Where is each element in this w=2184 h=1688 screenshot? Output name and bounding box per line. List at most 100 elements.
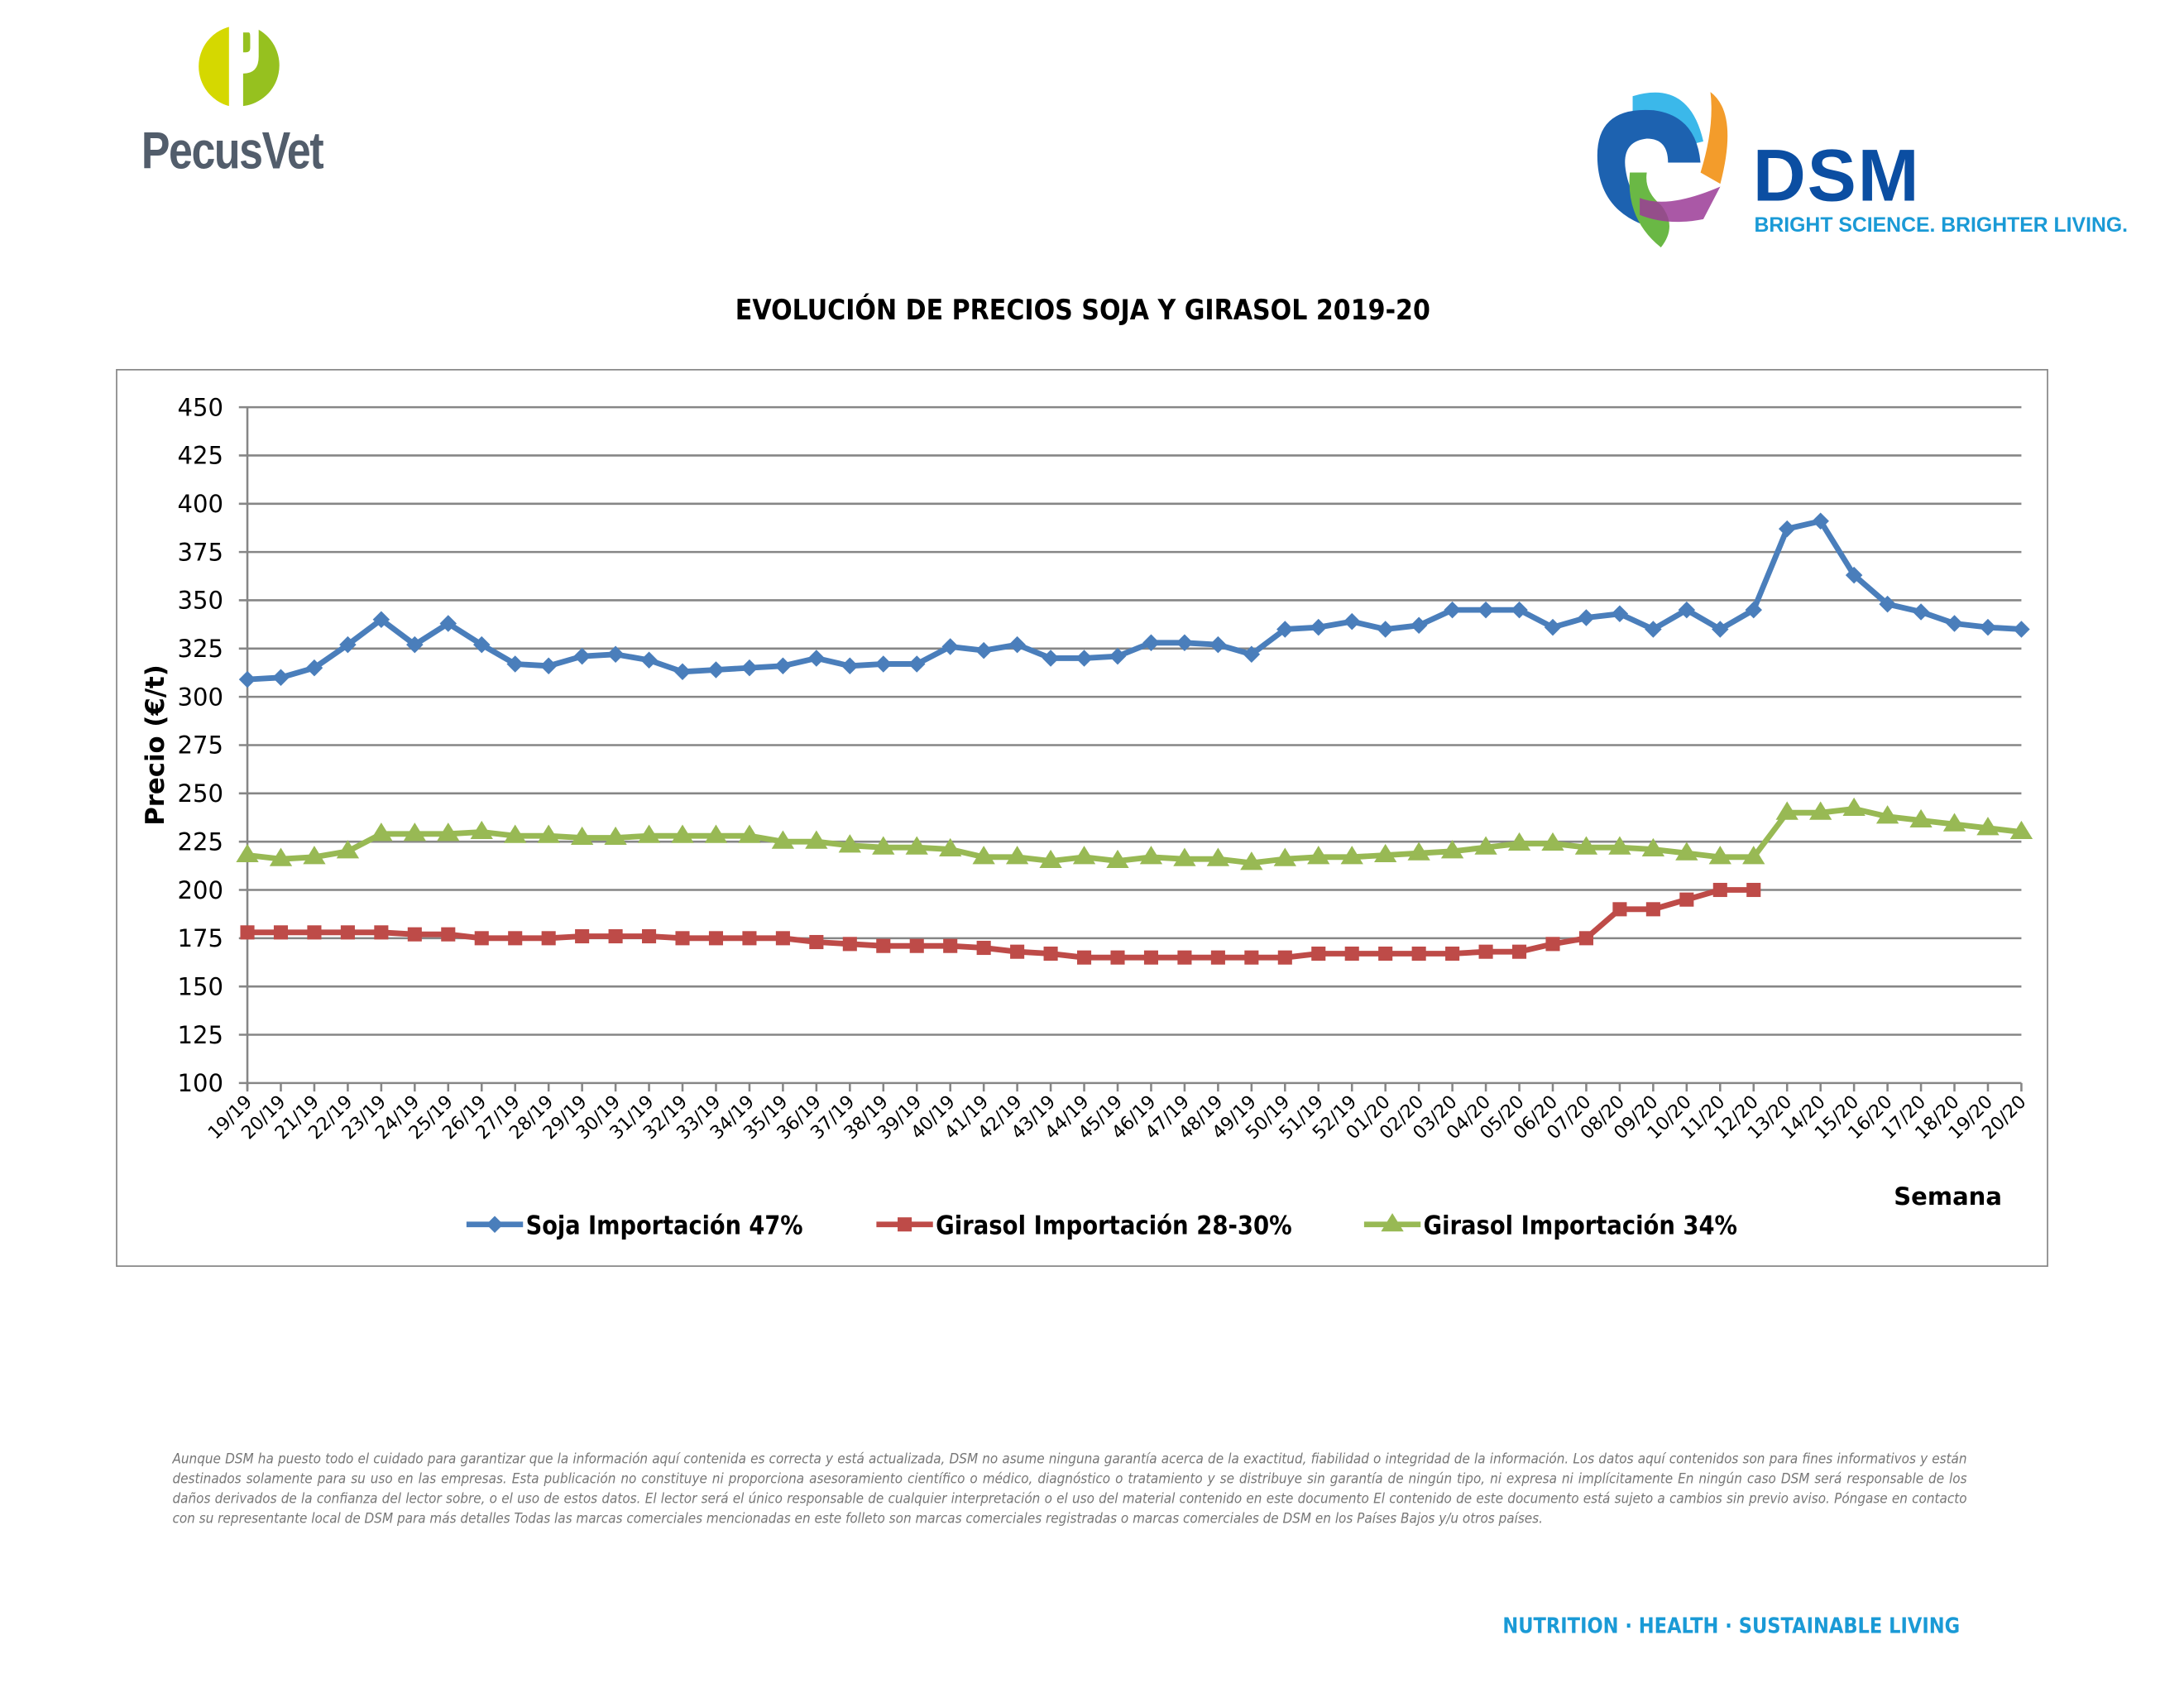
data-point-soja-47 bbox=[539, 657, 558, 675]
data-point-girasol-28-30 bbox=[775, 931, 790, 946]
data-point-soja-47 bbox=[640, 651, 658, 669]
data-point-girasol-28-30 bbox=[441, 927, 456, 942]
data-point-soja-47 bbox=[1142, 634, 1160, 652]
data-point-girasol-34 bbox=[1541, 832, 1564, 851]
data-point-soja-47 bbox=[1912, 603, 1930, 621]
data-point-girasol-34 bbox=[303, 846, 326, 865]
data-point-girasol-34 bbox=[1574, 836, 1598, 855]
disclaimer-text: Aunque DSM ha puesto todo el cuidado par… bbox=[172, 1451, 1967, 1527]
data-point-soja-47 bbox=[1578, 609, 1595, 626]
y-tick-label: 225 bbox=[178, 827, 223, 856]
data-point-girasol-34 bbox=[1608, 836, 1631, 855]
data-point-soja-47 bbox=[1845, 566, 1863, 584]
legend-marker-soja-47 bbox=[486, 1216, 504, 1233]
data-point-soja-47 bbox=[941, 638, 959, 655]
data-point-girasol-28-30 bbox=[909, 938, 924, 953]
y-tick-label: 200 bbox=[178, 876, 223, 904]
data-point-soja-47 bbox=[1075, 650, 1093, 667]
y-tick-label: 125 bbox=[178, 1021, 223, 1049]
pecusvet-logo-text: PecusVet bbox=[141, 121, 324, 180]
data-point-soja-47 bbox=[1109, 647, 1127, 665]
data-point-girasol-34 bbox=[1909, 808, 1933, 828]
legend-label-girasol-28-30: Girasol Importación 28-30% bbox=[936, 1211, 1292, 1241]
data-point-soja-47 bbox=[807, 650, 826, 667]
data-point-girasol-28-30 bbox=[976, 940, 991, 956]
data-point-girasol-34 bbox=[1942, 813, 1966, 832]
y-tick-label: 275 bbox=[178, 731, 223, 760]
data-point-girasol-28-30 bbox=[1010, 944, 1025, 959]
data-point-girasol-34 bbox=[570, 826, 594, 846]
data-point-soja-47 bbox=[1946, 615, 1963, 632]
y-tick-label: 300 bbox=[178, 683, 223, 711]
chart-frame bbox=[116, 368, 2048, 1267]
data-point-girasol-28-30 bbox=[374, 925, 389, 940]
data-point-girasol-28-30 bbox=[307, 925, 322, 940]
data-point-girasol-28-30 bbox=[1244, 950, 1259, 965]
data-point-girasol-28-30 bbox=[1177, 950, 1192, 965]
data-point-soja-47 bbox=[1377, 621, 1394, 638]
data-point-soja-47 bbox=[305, 659, 323, 677]
data-point-girasol-28-30 bbox=[1277, 950, 1292, 965]
data-point-girasol-28-30 bbox=[1311, 946, 1326, 961]
data-point-girasol-28-30 bbox=[474, 931, 489, 946]
data-point-girasol-34 bbox=[939, 837, 962, 857]
data-point-soja-47 bbox=[1008, 635, 1026, 654]
data-point-girasol-34 bbox=[1775, 801, 1798, 820]
y-tick-label: 450 bbox=[178, 393, 223, 421]
data-point-soja-47 bbox=[841, 657, 859, 675]
legend-marker-girasol-34 bbox=[1381, 1213, 1404, 1232]
data-point-soja-47 bbox=[573, 647, 591, 665]
data-point-girasol-34 bbox=[236, 843, 259, 863]
data-point-girasol-34 bbox=[1374, 843, 1397, 863]
data-point-girasol-28-30 bbox=[407, 927, 422, 942]
data-point-girasol-28-30 bbox=[340, 925, 355, 940]
dsm-tagline: BRIGHT SCIENCE. BRIGHTER LIVING. bbox=[1754, 214, 2129, 238]
data-point-girasol-34 bbox=[905, 836, 928, 855]
data-point-girasol-28-30 bbox=[1511, 944, 1527, 959]
data-point-girasol-28-30 bbox=[1043, 946, 1058, 961]
data-point-girasol-34 bbox=[437, 822, 460, 842]
data-point-girasol-34 bbox=[537, 824, 560, 843]
data-point-soja-47 bbox=[1645, 621, 1662, 638]
data-point-soja-47 bbox=[1209, 635, 1227, 654]
data-point-girasol-34 bbox=[637, 824, 661, 843]
data-point-girasol-34 bbox=[1005, 846, 1029, 865]
data-point-girasol-34 bbox=[738, 824, 761, 843]
series-line-girasol-28-30 bbox=[247, 887, 1754, 961]
data-point-girasol-28-30 bbox=[1679, 892, 1694, 907]
data-point-girasol-34 bbox=[1507, 832, 1531, 851]
y-tick-label: 150 bbox=[178, 972, 223, 1000]
data-point-girasol-28-30 bbox=[1746, 882, 1761, 898]
data-point-girasol-34 bbox=[269, 847, 293, 866]
data-point-girasol-34 bbox=[671, 824, 694, 843]
data-point-soja-47 bbox=[975, 641, 993, 659]
y-tick-label: 425 bbox=[178, 442, 223, 470]
data-point-girasol-28-30 bbox=[541, 931, 556, 946]
data-point-girasol-34 bbox=[336, 840, 360, 859]
x-axis-label: Semana bbox=[1894, 1182, 2002, 1211]
data-point-girasol-28-30 bbox=[1076, 950, 1092, 965]
data-point-girasol-28-30 bbox=[809, 934, 824, 950]
data-point-girasol-34 bbox=[1106, 849, 1129, 869]
data-point-girasol-34 bbox=[771, 830, 795, 849]
data-point-girasol-28-30 bbox=[1110, 950, 1125, 965]
y-tick-label: 250 bbox=[178, 779, 223, 808]
data-point-girasol-34 bbox=[1307, 846, 1330, 865]
data-point-girasol-28-30 bbox=[1143, 950, 1159, 965]
data-point-girasol-28-30 bbox=[1344, 946, 1359, 961]
data-point-soja-47 bbox=[673, 663, 692, 681]
data-point-soja-47 bbox=[1042, 650, 1060, 667]
data-point-girasol-34 bbox=[1474, 836, 1497, 855]
data-point-girasol-34 bbox=[872, 836, 895, 855]
data-point-girasol-34 bbox=[1139, 846, 1163, 865]
data-point-girasol-28-30 bbox=[1378, 946, 1393, 961]
data-point-girasol-34 bbox=[1809, 801, 1832, 820]
data-point-soja-47 bbox=[339, 635, 357, 654]
data-point-girasol-34 bbox=[1039, 849, 1062, 869]
data-point-girasol-34 bbox=[838, 834, 861, 853]
dsm-logo-text: DSM bbox=[1752, 136, 1921, 218]
data-point-girasol-34 bbox=[1173, 847, 1196, 866]
y-tick-label: 350 bbox=[178, 587, 223, 615]
data-point-girasol-34 bbox=[1340, 846, 1363, 865]
